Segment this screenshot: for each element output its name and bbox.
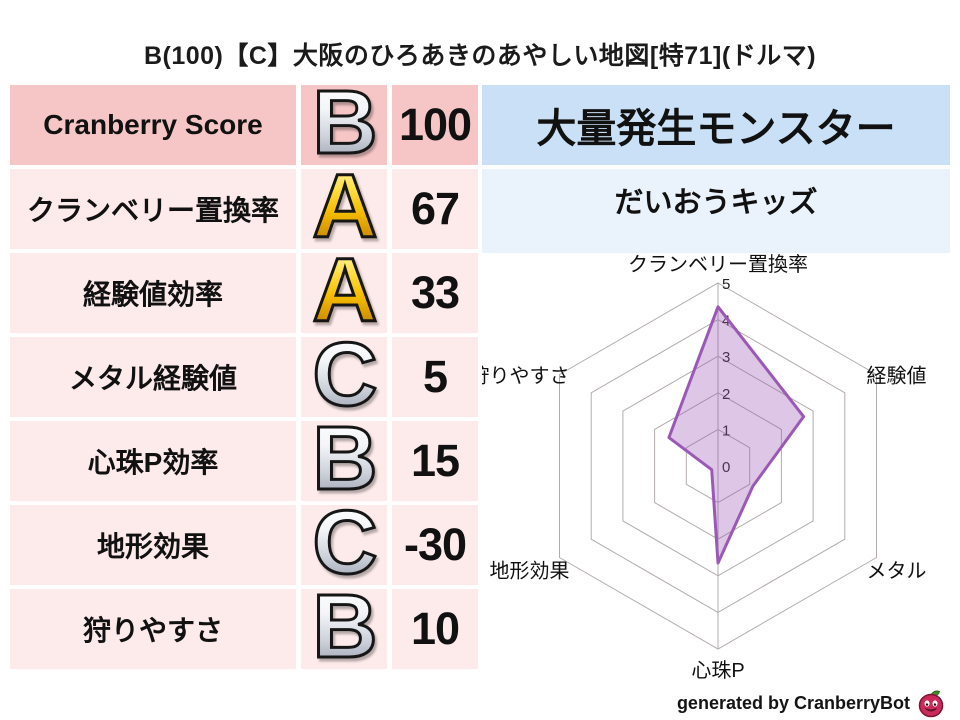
- table-row: 経験値効率 A 33: [10, 245, 478, 338]
- svg-text:2: 2: [722, 386, 730, 403]
- grade-badge: C: [301, 329, 387, 422]
- radar-axis-label: メタル: [866, 560, 926, 583]
- score-value: 33: [392, 253, 478, 333]
- radar-axis-label: 心珠P: [691, 659, 744, 682]
- monster-header: 大量発生モンスター: [482, 85, 950, 165]
- credit-text: generated by CranberryBot: [676, 692, 910, 713]
- grade-badge: C: [301, 497, 387, 590]
- grade-letter: B: [311, 409, 379, 509]
- score-label: 地形効果: [10, 505, 296, 585]
- grade-badge: A: [301, 161, 387, 254]
- grade-letter: B: [311, 577, 379, 677]
- score-label: Cranberry Score: [10, 85, 296, 165]
- table-row: 地形効果 C -30: [10, 497, 478, 590]
- table-row: クランベリー置換率 A 67: [10, 161, 478, 254]
- grade-badge: B: [301, 581, 387, 674]
- score-label: 心珠P効率: [10, 421, 296, 501]
- score-value: 67: [392, 169, 478, 249]
- grade-letter: C: [311, 325, 379, 425]
- score-table: Cranberry Score B 100 クランベリー置換率 A 67 経験値…: [10, 77, 478, 674]
- score-label: クランベリー置換率: [10, 169, 296, 249]
- score-value: 5: [392, 337, 478, 417]
- monster-panel: 大量発生モンスター だいおうキッズ 0 1 2 3 4 5クランベリー置換率経験値メタル心…: [482, 85, 950, 689]
- score-value: 15: [392, 421, 478, 501]
- monster-name: だいおうキッズ: [482, 169, 950, 253]
- score-value: -30: [392, 505, 478, 585]
- svg-text:5: 5: [722, 276, 730, 293]
- svg-text:0: 0: [722, 459, 730, 476]
- grade-badge: A: [301, 245, 387, 338]
- table-row: メタル経験値 C 5: [10, 329, 478, 422]
- table-row: Cranberry Score B 100: [10, 77, 478, 170]
- grade-letter: A: [311, 241, 379, 341]
- svg-text:1: 1: [722, 422, 730, 439]
- score-value: 100: [392, 85, 478, 165]
- score-label: 狩りやすさ: [10, 589, 296, 669]
- score-label: 経験値効率: [10, 253, 296, 333]
- score-value: 10: [392, 589, 478, 669]
- svg-text:4: 4: [722, 313, 730, 330]
- table-row: 狩りやすさ B 10: [10, 581, 478, 674]
- table-row: 心珠P効率 B 15: [10, 413, 478, 506]
- footer: generated by CranberryBot: [677, 688, 946, 718]
- radar-axis-label: 狩りやすさ: [482, 365, 570, 388]
- grade-letter: B: [311, 73, 379, 173]
- grade-letter: A: [311, 157, 379, 257]
- radar-axis-label: 地形効果: [490, 560, 570, 583]
- radar-axis-label: 経験値: [866, 365, 926, 388]
- page-title: B(100)【C】大阪のひろあきのあやしい地図[特71](ドルマ): [143, 42, 817, 70]
- cranberry-icon: [918, 690, 944, 718]
- score-label: メタル経験値: [10, 337, 296, 417]
- grade-badge: B: [301, 413, 387, 506]
- grade-letter: C: [311, 493, 379, 593]
- radar-axis-label: クランベリー置換率: [628, 253, 808, 276]
- grade-badge: B: [301, 77, 387, 170]
- svg-text:3: 3: [722, 349, 730, 366]
